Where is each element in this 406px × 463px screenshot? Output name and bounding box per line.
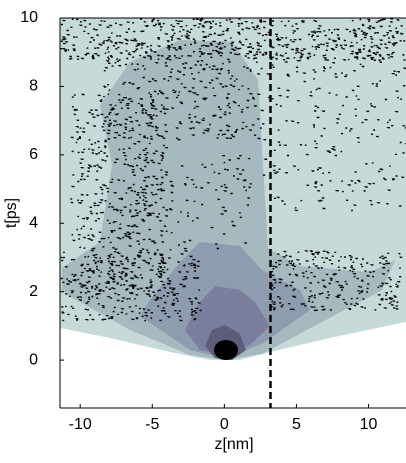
contour-level-2 (62, 40, 395, 360)
x-tick-label: 0 (220, 416, 229, 433)
y-tick-label: 8 (29, 78, 38, 95)
contour-field (60, 18, 406, 360)
y-axis-label: t[ps] (3, 198, 20, 228)
x-tick-label: -5 (145, 416, 159, 433)
x-tick-label: 5 (292, 416, 301, 433)
x-axis-label: z[nm] (214, 436, 253, 453)
y-tick-label: 10 (20, 9, 38, 26)
y-tick-label: 0 (29, 351, 38, 368)
noise (60, 18, 406, 322)
contour-level-4 (185, 286, 270, 356)
contour-core (214, 340, 238, 360)
y-tick-label: 6 (29, 146, 38, 163)
y-tick-label: 2 (29, 283, 38, 300)
x-tick-label: -10 (69, 416, 92, 433)
y-tick-label: 4 (29, 214, 38, 231)
x-tick-label: 10 (360, 416, 378, 433)
speckle (60, 18, 406, 322)
